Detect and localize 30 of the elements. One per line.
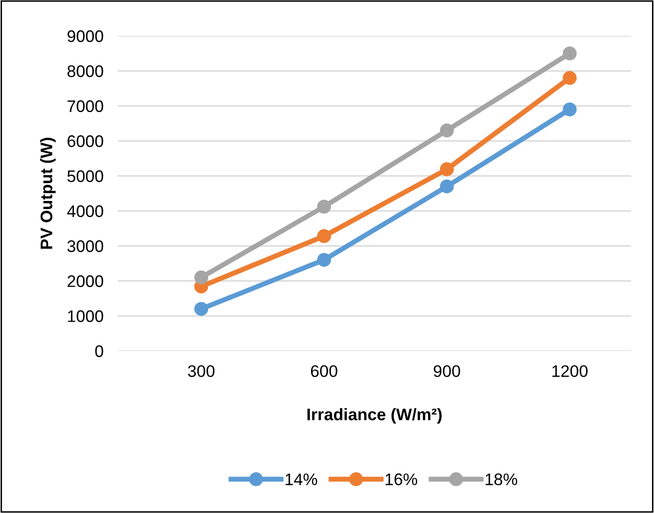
y-tick-label: 2000: [68, 275, 104, 288]
point: [562, 102, 577, 116]
point: [562, 46, 577, 60]
x-tick-label: 1200: [552, 365, 588, 378]
y-tick-label: 4000: [67, 205, 104, 218]
point: [440, 179, 454, 194]
y-tick-label: 1000: [68, 310, 104, 322]
y-tick-label: 5000: [67, 170, 104, 182]
legend-label: 18%: [486, 473, 518, 486]
y-tick-label: 8000: [67, 65, 104, 78]
point: [194, 270, 208, 284]
x-tick-label: 600: [311, 365, 338, 378]
point: [317, 200, 332, 214]
y-tick-label: 7000: [68, 100, 104, 112]
y-axis-title: PV Output (W): [40, 138, 56, 249]
y-tick-label: 3000: [67, 240, 104, 252]
point: [440, 162, 454, 176]
point: [317, 229, 332, 244]
y-tick-label: 0: [95, 345, 104, 358]
point: [440, 123, 454, 138]
legend-label: 14%: [286, 474, 318, 486]
y-tick-label: 6000: [68, 135, 104, 148]
legend-label: 16%: [386, 473, 418, 486]
y-tick-label: 9000: [68, 30, 104, 42]
point: [562, 70, 577, 85]
point: [194, 302, 208, 316]
x-tick-label: 900: [434, 365, 460, 378]
point: [317, 252, 332, 267]
x-axis-title: Irradiance (W/m²): [307, 408, 442, 424]
x-tick-label: 300: [188, 365, 214, 378]
